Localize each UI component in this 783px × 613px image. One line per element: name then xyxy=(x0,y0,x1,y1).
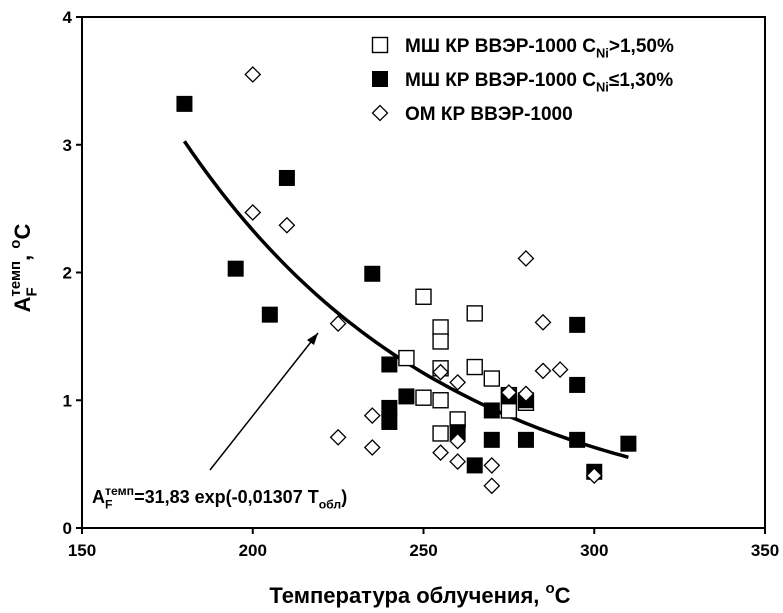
text-part: темп xyxy=(105,484,134,498)
square-point xyxy=(381,399,398,416)
diamond-point xyxy=(534,362,552,380)
diamond-point xyxy=(534,313,552,331)
square-point xyxy=(432,319,449,336)
y-tick-label: 1 xyxy=(63,391,72,410)
square-point xyxy=(415,389,432,406)
diamond-point xyxy=(449,373,467,391)
square-point xyxy=(398,349,415,367)
diamond-point xyxy=(449,432,467,450)
diamond-point xyxy=(244,66,262,83)
legend-label: МШ КР ВВЭР-1000 CNi>1,50% xyxy=(405,36,674,61)
diamond-point xyxy=(278,216,296,234)
text-part: C xyxy=(10,224,35,240)
x-tick-label: 250 xyxy=(409,541,437,560)
diamond-point xyxy=(517,385,535,403)
diamond-point xyxy=(585,467,603,485)
text-part: =31,83 exp(-0,01307 T xyxy=(134,487,319,507)
square-point xyxy=(483,431,500,448)
diamond-point xyxy=(329,428,347,446)
text-part: обл xyxy=(319,497,342,511)
square-point xyxy=(500,402,518,419)
square-point xyxy=(483,402,500,419)
square-point xyxy=(398,388,415,405)
square-point xyxy=(176,95,193,112)
text-part: F xyxy=(105,497,113,511)
diamond-point xyxy=(432,444,449,462)
square-point xyxy=(261,306,278,323)
square-point xyxy=(432,425,449,442)
legend-marker xyxy=(372,71,388,87)
y-tick-label: 4 xyxy=(63,8,73,27)
y-axis-label: AFтемп, oC xyxy=(7,224,41,313)
square-point xyxy=(483,370,500,387)
diamond-point xyxy=(449,453,467,470)
x-axis-label: Температура облучения, oC xyxy=(269,580,570,608)
text-part: o xyxy=(7,240,24,249)
text-part: ≤1,30% xyxy=(609,70,673,91)
square-point xyxy=(364,265,381,282)
square-point xyxy=(466,358,483,376)
square-point xyxy=(466,457,483,474)
square-point xyxy=(278,169,295,186)
x-tick-label: 150 xyxy=(68,541,96,560)
square-point xyxy=(432,333,449,350)
y-tick-label: 3 xyxy=(63,136,72,155)
diamond-point xyxy=(329,315,347,333)
square-point xyxy=(569,431,586,448)
annotation-arrowhead xyxy=(307,333,318,345)
fit-curve xyxy=(182,140,629,459)
square-point xyxy=(466,305,483,322)
diamond-point xyxy=(244,204,262,221)
legend-marker xyxy=(371,104,389,122)
square-point xyxy=(415,288,432,305)
text-part: Ni xyxy=(596,46,609,61)
square-point xyxy=(569,376,586,393)
annotation: AFтемп=31,83 exp(-0,01307 Tобл) xyxy=(92,484,347,512)
x-tick-label: 200 xyxy=(239,541,267,560)
text-part: A xyxy=(92,487,105,507)
annotation-arrow xyxy=(209,332,319,471)
text-part: МШ КР ВВЭР-1000 C xyxy=(405,36,596,57)
square-point xyxy=(381,356,398,373)
square-point xyxy=(432,392,449,409)
text-part: МШ КР ВВЭР-1000 C xyxy=(405,70,596,91)
diamond-point xyxy=(551,361,569,379)
square-point xyxy=(517,431,534,448)
square-point xyxy=(569,316,586,333)
diamond-point xyxy=(363,439,381,456)
text-part: o xyxy=(546,580,555,597)
x-tick-label: 350 xyxy=(751,541,779,560)
legend-label: ОМ КР ВВЭР-1000 xyxy=(405,104,573,125)
text-part: C xyxy=(555,583,571,608)
text-part: , xyxy=(10,249,35,261)
y-tick-label: 2 xyxy=(63,264,72,283)
text-part: ОМ КР ВВЭР-1000 xyxy=(405,104,573,125)
diamond-point xyxy=(517,250,535,267)
text-part: A xyxy=(10,296,35,312)
square-point xyxy=(227,260,244,277)
text-part: ) xyxy=(341,487,347,507)
diamond-point xyxy=(432,363,449,381)
text-part: Температура облучения, xyxy=(269,583,545,608)
diamond-point xyxy=(363,407,381,424)
legend-marker xyxy=(371,36,389,54)
square-point xyxy=(620,435,637,452)
square-point xyxy=(381,413,398,430)
diamond-point xyxy=(483,456,501,474)
legend-label: МШ КР ВВЭР-1000 CNi≤1,30% xyxy=(405,70,673,95)
text-part: F xyxy=(24,287,41,296)
y-tick-label: 0 xyxy=(63,519,72,538)
text-part: темп xyxy=(7,261,24,297)
diamond-point xyxy=(500,384,518,402)
diamond-point xyxy=(483,477,501,495)
plot-frame xyxy=(81,16,766,529)
x-tick-label: 300 xyxy=(580,541,608,560)
text-part: Ni xyxy=(596,80,609,95)
text-part: >1,50% xyxy=(609,36,674,57)
